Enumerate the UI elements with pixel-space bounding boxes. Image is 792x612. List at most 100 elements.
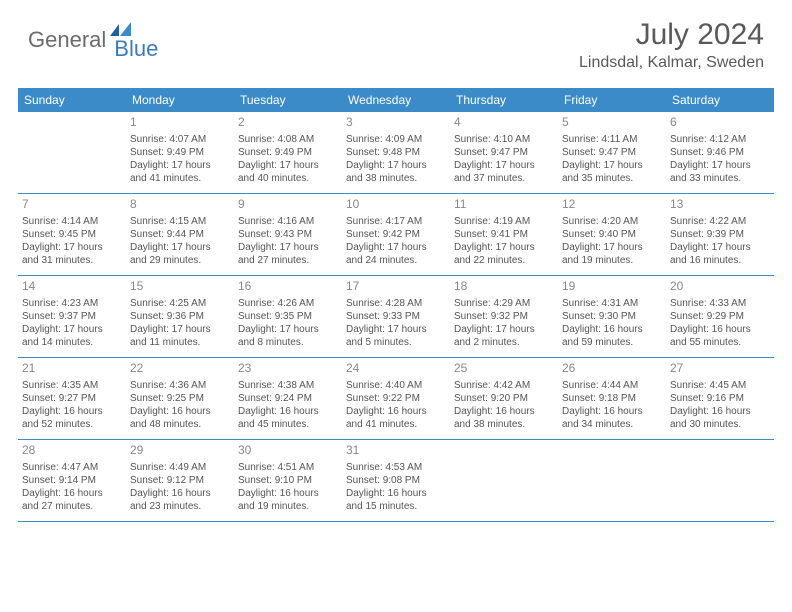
calendar-day: 6Sunrise: 4:12 AMSunset: 9:46 PMDaylight…: [666, 112, 774, 194]
calendar-day: 17Sunrise: 4:28 AMSunset: 9:33 PMDayligh…: [342, 276, 450, 358]
sunset-text: Sunset: 9:10 PM: [238, 474, 338, 487]
sunrise-text: Sunrise: 4:33 AM: [670, 297, 770, 310]
sunset-text: Sunset: 9:45 PM: [22, 228, 122, 241]
day-number: 25: [454, 361, 554, 377]
calendar-empty: [666, 440, 774, 522]
calendar-day: 7Sunrise: 4:14 AMSunset: 9:45 PMDaylight…: [18, 194, 126, 276]
day-number: 19: [562, 279, 662, 295]
weekday-header: SundayMondayTuesdayWednesdayThursdayFrid…: [18, 88, 774, 112]
calendar-day: 2Sunrise: 4:08 AMSunset: 9:49 PMDaylight…: [234, 112, 342, 194]
calendar-empty: [18, 112, 126, 194]
location-text: Lindsdal, Kalmar, Sweden: [579, 54, 764, 72]
calendar-day: 9Sunrise: 4:16 AMSunset: 9:43 PMDaylight…: [234, 194, 342, 276]
daylight-text: Daylight: 17 hours and 22 minutes.: [454, 241, 554, 267]
sunset-text: Sunset: 9:20 PM: [454, 392, 554, 405]
sunset-text: Sunset: 9:47 PM: [562, 146, 662, 159]
daylight-text: Daylight: 17 hours and 16 minutes.: [670, 241, 770, 267]
daylight-text: Daylight: 17 hours and 40 minutes.: [238, 159, 338, 185]
daylight-text: Daylight: 16 hours and 55 minutes.: [670, 323, 770, 349]
sunset-text: Sunset: 9:24 PM: [238, 392, 338, 405]
day-number: 8: [130, 197, 230, 213]
day-number: 28: [22, 443, 122, 459]
sunset-text: Sunset: 9:22 PM: [346, 392, 446, 405]
sunrise-text: Sunrise: 4:45 AM: [670, 379, 770, 392]
sunrise-text: Sunrise: 4:53 AM: [346, 461, 446, 474]
day-number: 12: [562, 197, 662, 213]
logo-text-general: General: [28, 27, 106, 53]
daylight-text: Daylight: 16 hours and 19 minutes.: [238, 487, 338, 513]
calendar-week: 7Sunrise: 4:14 AMSunset: 9:45 PMDaylight…: [18, 194, 774, 276]
weekday-label: Tuesday: [234, 88, 342, 112]
daylight-text: Daylight: 17 hours and 19 minutes.: [562, 241, 662, 267]
sunrise-text: Sunrise: 4:22 AM: [670, 215, 770, 228]
day-number: 14: [22, 279, 122, 295]
daylight-text: Daylight: 17 hours and 38 minutes.: [346, 159, 446, 185]
calendar-day: 16Sunrise: 4:26 AMSunset: 9:35 PMDayligh…: [234, 276, 342, 358]
calendar-day: 14Sunrise: 4:23 AMSunset: 9:37 PMDayligh…: [18, 276, 126, 358]
day-number: 26: [562, 361, 662, 377]
sunrise-text: Sunrise: 4:10 AM: [454, 133, 554, 146]
daylight-text: Daylight: 16 hours and 34 minutes.: [562, 405, 662, 431]
weekday-label: Wednesday: [342, 88, 450, 112]
calendar-week: 1Sunrise: 4:07 AMSunset: 9:49 PMDaylight…: [18, 112, 774, 194]
sunset-text: Sunset: 9:41 PM: [454, 228, 554, 241]
calendar-grid: 1Sunrise: 4:07 AMSunset: 9:49 PMDaylight…: [18, 112, 774, 522]
day-number: 18: [454, 279, 554, 295]
calendar-day: 31Sunrise: 4:53 AMSunset: 9:08 PMDayligh…: [342, 440, 450, 522]
calendar-empty: [558, 440, 666, 522]
month-title: July 2024: [579, 18, 764, 52]
daylight-text: Daylight: 16 hours and 15 minutes.: [346, 487, 446, 513]
calendar-day: 12Sunrise: 4:20 AMSunset: 9:40 PMDayligh…: [558, 194, 666, 276]
sunrise-text: Sunrise: 4:36 AM: [130, 379, 230, 392]
day-number: 15: [130, 279, 230, 295]
calendar-day: 19Sunrise: 4:31 AMSunset: 9:30 PMDayligh…: [558, 276, 666, 358]
daylight-text: Daylight: 17 hours and 8 minutes.: [238, 323, 338, 349]
day-number: 23: [238, 361, 338, 377]
day-number: 10: [346, 197, 446, 213]
daylight-text: Daylight: 17 hours and 35 minutes.: [562, 159, 662, 185]
sunrise-text: Sunrise: 4:08 AM: [238, 133, 338, 146]
day-number: 3: [346, 115, 446, 131]
calendar-day: 21Sunrise: 4:35 AMSunset: 9:27 PMDayligh…: [18, 358, 126, 440]
sunset-text: Sunset: 9:44 PM: [130, 228, 230, 241]
calendar-day: 1Sunrise: 4:07 AMSunset: 9:49 PMDaylight…: [126, 112, 234, 194]
sunrise-text: Sunrise: 4:26 AM: [238, 297, 338, 310]
calendar-day: 22Sunrise: 4:36 AMSunset: 9:25 PMDayligh…: [126, 358, 234, 440]
sunset-text: Sunset: 9:35 PM: [238, 310, 338, 323]
day-number: 29: [130, 443, 230, 459]
daylight-text: Daylight: 16 hours and 48 minutes.: [130, 405, 230, 431]
sunset-text: Sunset: 9:42 PM: [346, 228, 446, 241]
weekday-label: Thursday: [450, 88, 558, 112]
calendar-day: 5Sunrise: 4:11 AMSunset: 9:47 PMDaylight…: [558, 112, 666, 194]
sunrise-text: Sunrise: 4:47 AM: [22, 461, 122, 474]
calendar-day: 3Sunrise: 4:09 AMSunset: 9:48 PMDaylight…: [342, 112, 450, 194]
sunset-text: Sunset: 9:18 PM: [562, 392, 662, 405]
sunset-text: Sunset: 9:40 PM: [562, 228, 662, 241]
daylight-text: Daylight: 17 hours and 2 minutes.: [454, 323, 554, 349]
daylight-text: Daylight: 16 hours and 41 minutes.: [346, 405, 446, 431]
day-number: 6: [670, 115, 770, 131]
daylight-text: Daylight: 16 hours and 52 minutes.: [22, 405, 122, 431]
weekday-label: Friday: [558, 88, 666, 112]
sunset-text: Sunset: 9:43 PM: [238, 228, 338, 241]
daylight-text: Daylight: 17 hours and 11 minutes.: [130, 323, 230, 349]
sunset-text: Sunset: 9:47 PM: [454, 146, 554, 159]
weekday-label: Sunday: [18, 88, 126, 112]
daylight-text: Daylight: 16 hours and 45 minutes.: [238, 405, 338, 431]
calendar-day: 10Sunrise: 4:17 AMSunset: 9:42 PMDayligh…: [342, 194, 450, 276]
day-number: 11: [454, 197, 554, 213]
sunrise-text: Sunrise: 4:15 AM: [130, 215, 230, 228]
daylight-text: Daylight: 16 hours and 59 minutes.: [562, 323, 662, 349]
day-number: 27: [670, 361, 770, 377]
day-number: 1: [130, 115, 230, 131]
sunset-text: Sunset: 9:36 PM: [130, 310, 230, 323]
sunset-text: Sunset: 9:16 PM: [670, 392, 770, 405]
calendar-day: 23Sunrise: 4:38 AMSunset: 9:24 PMDayligh…: [234, 358, 342, 440]
sunrise-text: Sunrise: 4:40 AM: [346, 379, 446, 392]
sunrise-text: Sunrise: 4:07 AM: [130, 133, 230, 146]
sunrise-text: Sunrise: 4:49 AM: [130, 461, 230, 474]
sunset-text: Sunset: 9:48 PM: [346, 146, 446, 159]
sunset-text: Sunset: 9:33 PM: [346, 310, 446, 323]
daylight-text: Daylight: 16 hours and 30 minutes.: [670, 405, 770, 431]
sunrise-text: Sunrise: 4:12 AM: [670, 133, 770, 146]
